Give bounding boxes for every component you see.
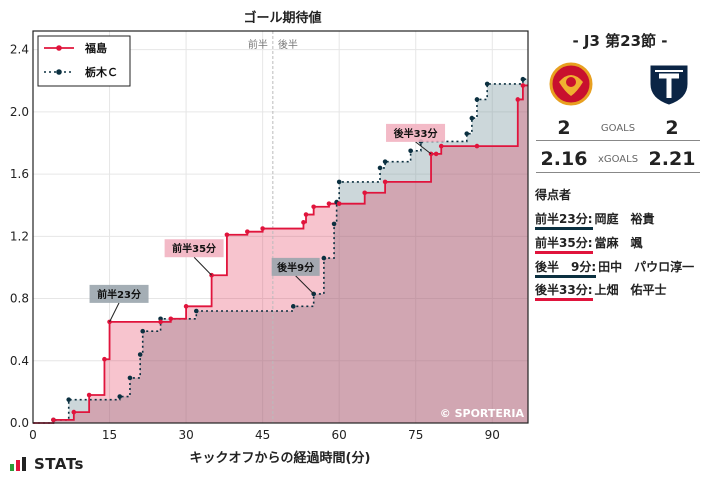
- y-tick-label: 0.0: [10, 416, 29, 430]
- goal-annotation: [89, 284, 149, 303]
- legend-label: 栃木Ｃ: [85, 65, 118, 79]
- goal-annotation: [271, 257, 320, 276]
- x-tick-label: 15: [102, 428, 117, 442]
- x-tick-label: 90: [485, 428, 500, 442]
- goal-annotation: [164, 239, 224, 258]
- scorer-name: 當麻 颯: [594, 236, 643, 250]
- scorer-time: 前半23分:: [535, 210, 593, 230]
- scorers-title: 得点者: [535, 188, 572, 202]
- svg-text:前半23分: 前半23分: [97, 288, 141, 301]
- svg-text:前半35分: 前半35分: [172, 242, 216, 255]
- goal-annotation: [386, 123, 446, 142]
- svg-text:後半33分: 後半33分: [394, 127, 438, 140]
- legend: [37, 35, 131, 87]
- scorer-row: 前半35分: 當麻 颯: [535, 234, 643, 254]
- scorer-row: 前半23分: 岡庭 裕貴: [535, 210, 655, 230]
- scorer-name: 田中 パウロ淳一: [598, 260, 695, 274]
- divider: [536, 172, 700, 173]
- divider: [536, 140, 700, 141]
- xg-row: 2.16 xGOALS 2.21: [536, 147, 700, 171]
- y-tick-label: 2.4: [10, 43, 29, 57]
- x-tick-label: 45: [255, 428, 270, 442]
- y-tick-label: 0.8: [10, 292, 29, 306]
- y-tick-label: 2.0: [10, 105, 29, 119]
- svg-text:前半: 前半: [248, 38, 268, 51]
- away-team-logo-icon: [650, 65, 688, 105]
- svg-text:後半9分: 後半9分: [277, 261, 314, 274]
- match-title: - J3 第23節 -: [572, 32, 668, 50]
- legend-label: 福島: [84, 41, 107, 55]
- home-xg: 2.16: [540, 148, 588, 170]
- x-tick-label: 30: [178, 428, 193, 442]
- brand-name: STATs: [34, 455, 84, 473]
- watermark: © SPORTERIA: [440, 407, 525, 420]
- scorer-time: 後半33分:: [535, 281, 593, 301]
- y-tick-label: 1.6: [10, 167, 29, 181]
- series-line-tochigi: [33, 78, 528, 424]
- away-xg: 2.21: [648, 148, 696, 170]
- x-axis-label: キックオフからの経過時間(分): [189, 451, 371, 466]
- chart-title: ゴール期待値: [243, 11, 322, 26]
- footer-brand: STATs: [10, 455, 84, 473]
- scorer-time: 後半 9分:: [535, 258, 597, 278]
- goals-row: 2 GOALS 2: [536, 116, 700, 140]
- scorer-name: 上畑 佑平士: [594, 283, 667, 297]
- scorer-name: 岡庭 裕貴: [594, 212, 655, 226]
- goals-label: GOALS: [600, 122, 636, 134]
- scorer-time: 前半35分:: [535, 234, 593, 254]
- y-tick-label: 1.2: [10, 229, 29, 243]
- x-tick-label: 0: [29, 428, 37, 442]
- away-goals: 2: [665, 117, 679, 139]
- scorer-row: 後半33分: 上畑 佑平士: [535, 281, 667, 301]
- y-tick-label: 0.4: [10, 354, 29, 368]
- x-tick-label: 60: [332, 428, 347, 442]
- xg-label: xGOALS: [597, 153, 639, 165]
- scorer-row: 後半 9分: 田中 パウロ淳一: [535, 258, 694, 278]
- home-team-logo-icon: [549, 62, 593, 106]
- x-tick-label: 75: [408, 428, 423, 442]
- home-goals: 2: [557, 117, 571, 139]
- stats-logo-icon: [10, 457, 26, 471]
- svg-text:後半: 後半: [278, 38, 298, 51]
